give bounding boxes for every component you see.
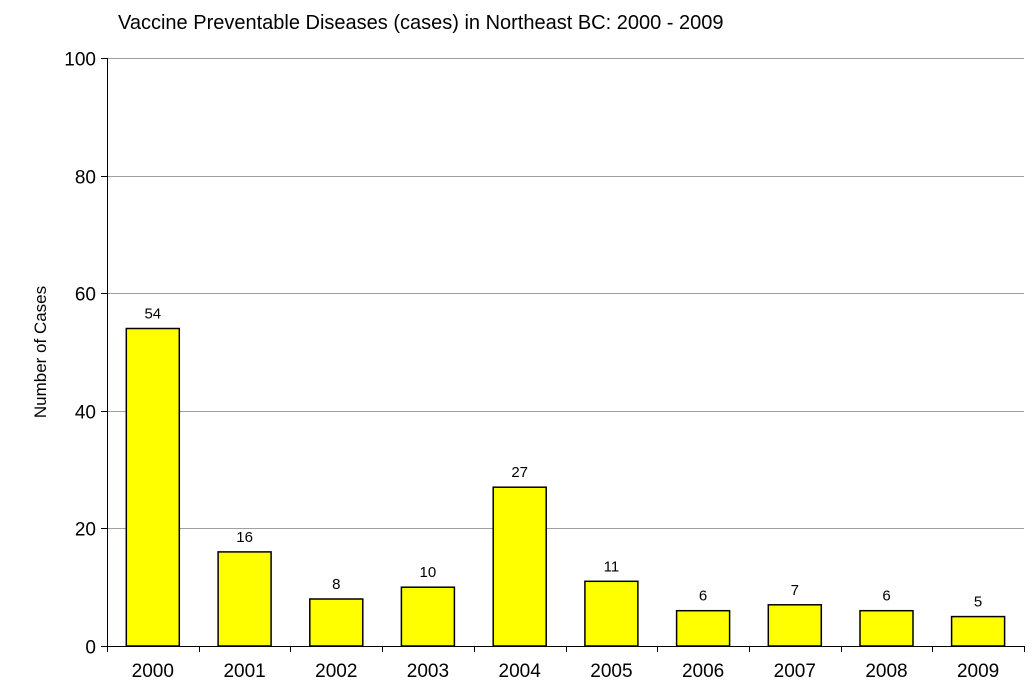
x-tick-label-2001: 2001	[223, 661, 265, 682]
x-tick-label-2008: 2008	[865, 661, 907, 682]
x-tick-label-2003: 2003	[407, 661, 449, 682]
data-label-2009: 5	[974, 594, 982, 611]
bar-2003	[400, 586, 456, 647]
x-tick-label-2007: 2007	[774, 661, 816, 682]
bar-2009	[950, 615, 1006, 647]
y-tick-label-40: 40	[75, 403, 96, 424]
bars	[125, 327, 1006, 647]
y-tick-label-60: 60	[75, 285, 96, 306]
y-tick-label-100: 100	[64, 50, 96, 71]
bar-2002	[309, 598, 364, 647]
data-label-2005: 11	[604, 558, 620, 575]
data-label-2004: 27	[511, 464, 528, 481]
data-label-2001: 16	[236, 529, 253, 546]
bar-2007	[767, 604, 823, 647]
bar-2000	[125, 327, 181, 647]
data-label-2003: 10	[420, 564, 437, 581]
axes	[101, 58, 1025, 652]
data-label-2008: 6	[882, 588, 890, 605]
y-tick-label-80: 80	[75, 168, 96, 189]
bar-2008	[859, 609, 914, 647]
x-tick-label-2009: 2009	[957, 661, 999, 682]
data-label-2007: 7	[791, 582, 799, 599]
x-tick-label-2005: 2005	[590, 661, 632, 682]
x-tick-label-2006: 2006	[682, 661, 724, 682]
x-tick-label-2000: 2000	[132, 661, 174, 682]
x-tick-label-2004: 2004	[499, 661, 542, 682]
data-label-2006: 6	[699, 588, 707, 605]
data-label-2000: 54	[144, 306, 161, 323]
bar-2006	[675, 609, 731, 647]
grid-lines	[107, 58, 1024, 529]
bar-2004	[492, 486, 547, 647]
labels: 5420001620018200210200327200411200562006…	[64, 50, 999, 683]
chart-title: Vaccine Preventable Diseases (cases) in …	[118, 12, 724, 34]
x-tick-label-2002: 2002	[315, 661, 357, 682]
bar-2001	[217, 551, 272, 647]
y-tick-label-20: 20	[75, 520, 96, 541]
y-tick-label-0: 0	[85, 638, 96, 659]
y-axis-label: Number of Cases	[31, 286, 50, 418]
bar-2005	[584, 580, 639, 647]
data-label-2002: 8	[332, 576, 340, 593]
